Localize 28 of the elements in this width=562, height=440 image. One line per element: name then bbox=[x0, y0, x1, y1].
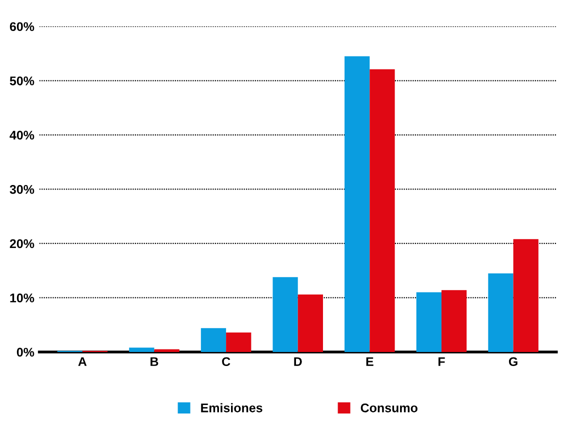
x-tick-label: E bbox=[366, 357, 374, 366]
x-tick-label: B bbox=[150, 357, 158, 366]
bar bbox=[513, 239, 538, 352]
legend-label: Consumo bbox=[360, 403, 418, 412]
bar bbox=[488, 273, 514, 352]
bar bbox=[272, 277, 298, 352]
y-tick-label: 20% bbox=[10, 239, 34, 248]
bar bbox=[416, 292, 442, 352]
bar bbox=[226, 332, 252, 352]
bar bbox=[370, 69, 395, 352]
bar bbox=[298, 294, 323, 352]
x-tick-label: D bbox=[294, 357, 302, 366]
x-tick-label: G bbox=[508, 357, 518, 366]
x-tick-label: F bbox=[438, 357, 445, 366]
bar bbox=[200, 328, 226, 352]
legend-label: Emisiones bbox=[201, 403, 262, 412]
bar bbox=[129, 348, 154, 352]
y-tick-label: 50% bbox=[10, 76, 34, 86]
bar bbox=[154, 349, 180, 352]
bar bbox=[344, 56, 370, 352]
y-tick-label: 0% bbox=[16, 348, 34, 357]
x-tick-label: A bbox=[78, 357, 87, 366]
x-tick-label: C bbox=[222, 357, 230, 366]
y-tick-label: 40% bbox=[10, 130, 34, 140]
y-tick-label: 10% bbox=[10, 294, 34, 302]
bar bbox=[441, 290, 467, 352]
y-tick-label: 30% bbox=[10, 185, 34, 194]
y-tick-label: 60% bbox=[10, 22, 34, 32]
